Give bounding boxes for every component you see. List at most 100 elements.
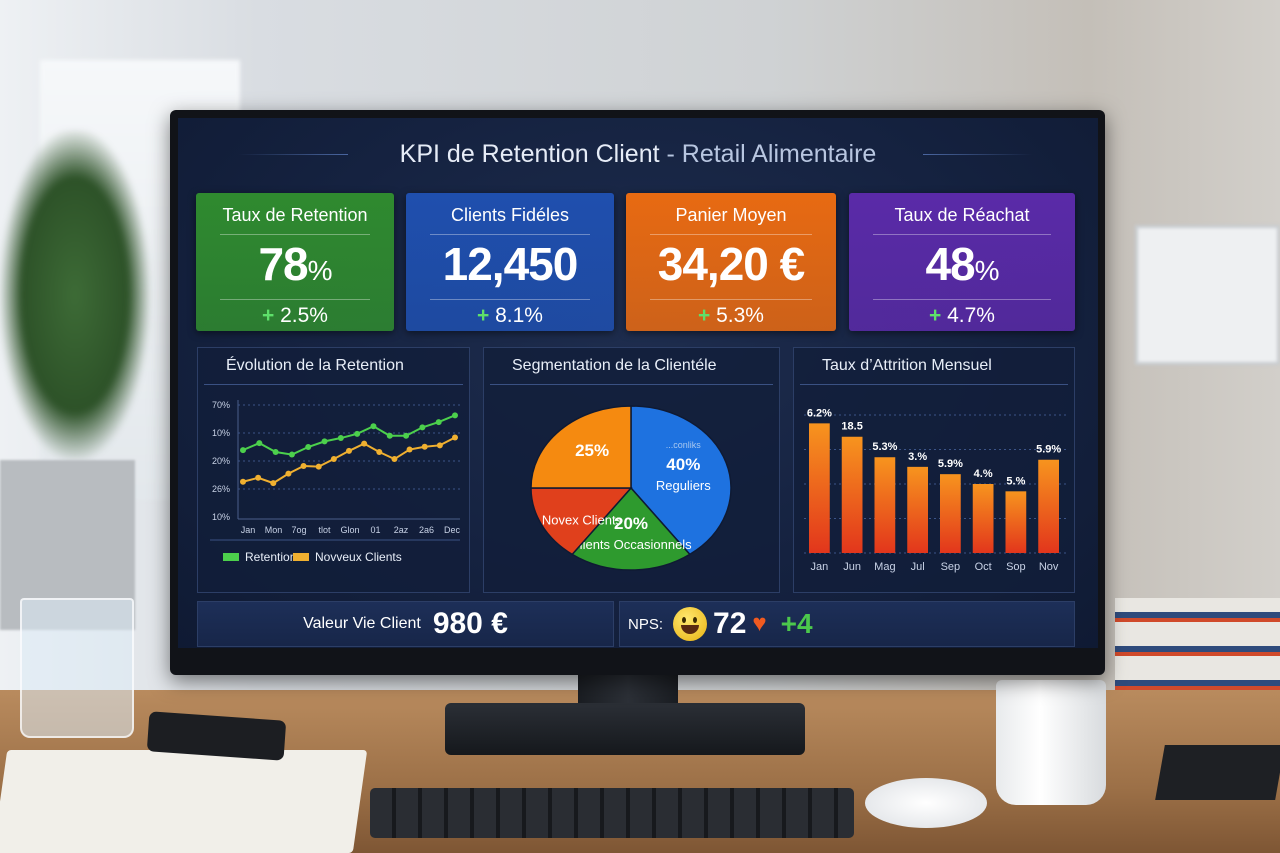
heart-icon: ♥ [752, 610, 767, 637]
data-point [337, 435, 344, 442]
legend-label: Retention [245, 550, 296, 564]
attrition-bar-panel: Taux d’Attrition Mensuel 6.2% Jan 18.5 Jun 5… [793, 347, 1075, 593]
title-main: KPI de Retention Client [399, 140, 660, 168]
x-tick-label: 2az [394, 525, 409, 535]
notebook [0, 750, 368, 853]
x-tick-label: Dec [444, 525, 461, 535]
y-tick-label: 26% [212, 484, 230, 494]
whiteboard [1135, 225, 1280, 365]
monitor-stand-base [445, 703, 805, 755]
data-point [370, 423, 377, 430]
kpi-number: 12,450 [442, 238, 579, 290]
clv-label: Valeur Vie Client [303, 615, 421, 632]
x-tick-label: Glon [340, 525, 359, 535]
bar [841, 436, 863, 553]
nps-value: 72 [713, 607, 747, 640]
tablet [1155, 745, 1280, 800]
y-tick-label: 70% [212, 400, 230, 410]
kpi-change-value: 5.3% [710, 304, 764, 327]
kpi-change: + 4.7% [849, 304, 1075, 328]
kpi-divider [873, 299, 1051, 300]
data-point [452, 434, 458, 441]
retention-line-panel: Évolution de la Retention 70% 10% 20% 26% 10… [197, 347, 470, 593]
slice-value-label: 25% [575, 441, 609, 460]
pie-chart-title: Segmentation de la Clientéle [490, 348, 773, 385]
x-tick-label: Oct [975, 561, 992, 573]
legend-swatch [223, 553, 239, 561]
data-point [330, 456, 337, 463]
slice-label: Clients Occasionnels [570, 537, 692, 552]
kpi-unit: % [307, 255, 333, 286]
data-point [391, 456, 398, 463]
bar [972, 484, 994, 553]
legend-label: Novveux Clients [315, 550, 402, 564]
data-point [435, 419, 442, 426]
kpi-divider [430, 299, 590, 300]
slice-extra-label: ...conliks [666, 440, 702, 450]
coffee-mug [996, 680, 1106, 805]
kpi-value: 48% [849, 237, 1075, 291]
kpi-card: Clients Fidéles 12,450 + 8.1% [406, 193, 614, 331]
plus-icon: + [262, 304, 275, 327]
bar-data-label: 4.% [974, 468, 993, 480]
bar-data-label: 6.2% [807, 407, 832, 419]
kpi-divider [430, 234, 590, 235]
data-point [256, 440, 263, 447]
bar [1005, 491, 1027, 553]
pie-slice [571, 486, 691, 571]
kpi-label: Taux de Réachat [894, 205, 1030, 225]
data-point [321, 438, 328, 445]
nps-bar: NPS: 72 ♥ +4 [619, 601, 1075, 647]
pie-slice [530, 487, 633, 556]
slice-value-label: 40% [666, 455, 700, 474]
data-point [272, 449, 279, 456]
data-point [452, 412, 458, 419]
page-title: KPI de Retention Client - Retail Aliment… [178, 140, 1098, 169]
dashboard-screen: KPI de Retention Client - Retail Aliment… [178, 118, 1098, 648]
segmentation-pie-chart: 40% Reguliers ...conliks 20% Clients Occasio… [530, 405, 732, 571]
kpi-label: Taux de Retention [222, 205, 368, 225]
data-point [288, 451, 295, 458]
kpi-number: 34,20 € [657, 238, 805, 290]
bar [907, 466, 928, 553]
plant [0, 130, 150, 460]
bar [874, 457, 896, 553]
data-point [419, 424, 426, 431]
kpi-value: 34,20 € [626, 237, 836, 291]
y-tick-label: 10% [212, 428, 230, 438]
data-point [305, 444, 312, 450]
x-tick-label: 2a6 [419, 525, 434, 535]
bar-data-label: 5.3% [872, 441, 897, 453]
pie-slice [530, 405, 632, 489]
x-tick-label: Mon [265, 525, 283, 535]
clv-bar: Valeur Vie Client 980 € [197, 601, 614, 647]
nps-label: NPS: [628, 615, 664, 633]
x-tick-label: tlot [318, 525, 331, 535]
x-tick-label: 01 [370, 525, 380, 535]
slice-value-label: 20% [614, 514, 648, 533]
data-point [240, 447, 246, 454]
clv-value: 980 € [432, 607, 508, 640]
x-tick-label: Jul [911, 561, 925, 573]
x-tick-label: Jan [811, 561, 829, 573]
data-point [270, 480, 277, 487]
nps-change: +4 [780, 608, 813, 639]
kpi-change-value: 2.5% [274, 304, 328, 327]
kpi-divider [220, 299, 370, 300]
kpi-divider [650, 299, 812, 300]
kpi-divider [220, 234, 370, 235]
kpi-value: 78% [196, 237, 394, 291]
data-point [354, 430, 361, 437]
plus-icon: + [929, 304, 942, 327]
kpi-number: 78 [258, 238, 308, 290]
kpi-unit: % [974, 255, 1000, 286]
x-tick-label: Nov [1039, 561, 1059, 573]
data-point [315, 463, 322, 470]
bar-chart-title: Taux d’Attrition Mensuel [800, 348, 1068, 385]
bar-data-label: 3.% [908, 451, 927, 463]
data-point [255, 474, 262, 481]
data-point [386, 432, 393, 439]
keyboard [370, 788, 854, 838]
bar [1038, 459, 1059, 553]
title-rule-left [238, 154, 348, 155]
